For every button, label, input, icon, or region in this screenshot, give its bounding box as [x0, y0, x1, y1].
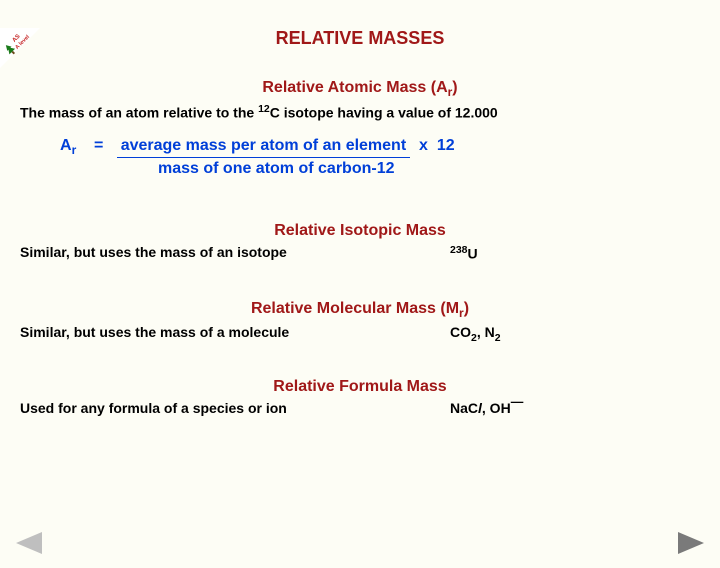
corner-badge: AS A level: [0, 28, 40, 68]
heading-molecular: Relative Molecular Mass (Mr): [0, 300, 720, 320]
formula-block: Ar = average mass per atom of an element…: [60, 135, 720, 180]
page-title: RELATIVE MASSES: [0, 28, 720, 49]
heading-atomic: Relative Atomic Mass (Ar): [0, 79, 720, 99]
next-arrow[interactable]: [678, 532, 706, 554]
text-isotopic: Similar, but uses the mass of an isotope…: [20, 244, 700, 262]
text-molecular: Similar, but uses the mass of a molecule…: [20, 324, 700, 344]
prev-arrow[interactable]: [14, 532, 42, 554]
heading-isotopic: Relative Isotopic Mass: [0, 222, 720, 240]
heading-formula-mass: Relative Formula Mass: [0, 378, 720, 396]
text-formula-mass: Used for any formula of a species or ion…: [20, 400, 700, 416]
text-atomic: The mass of an atom relative to the 12C …: [20, 103, 700, 121]
